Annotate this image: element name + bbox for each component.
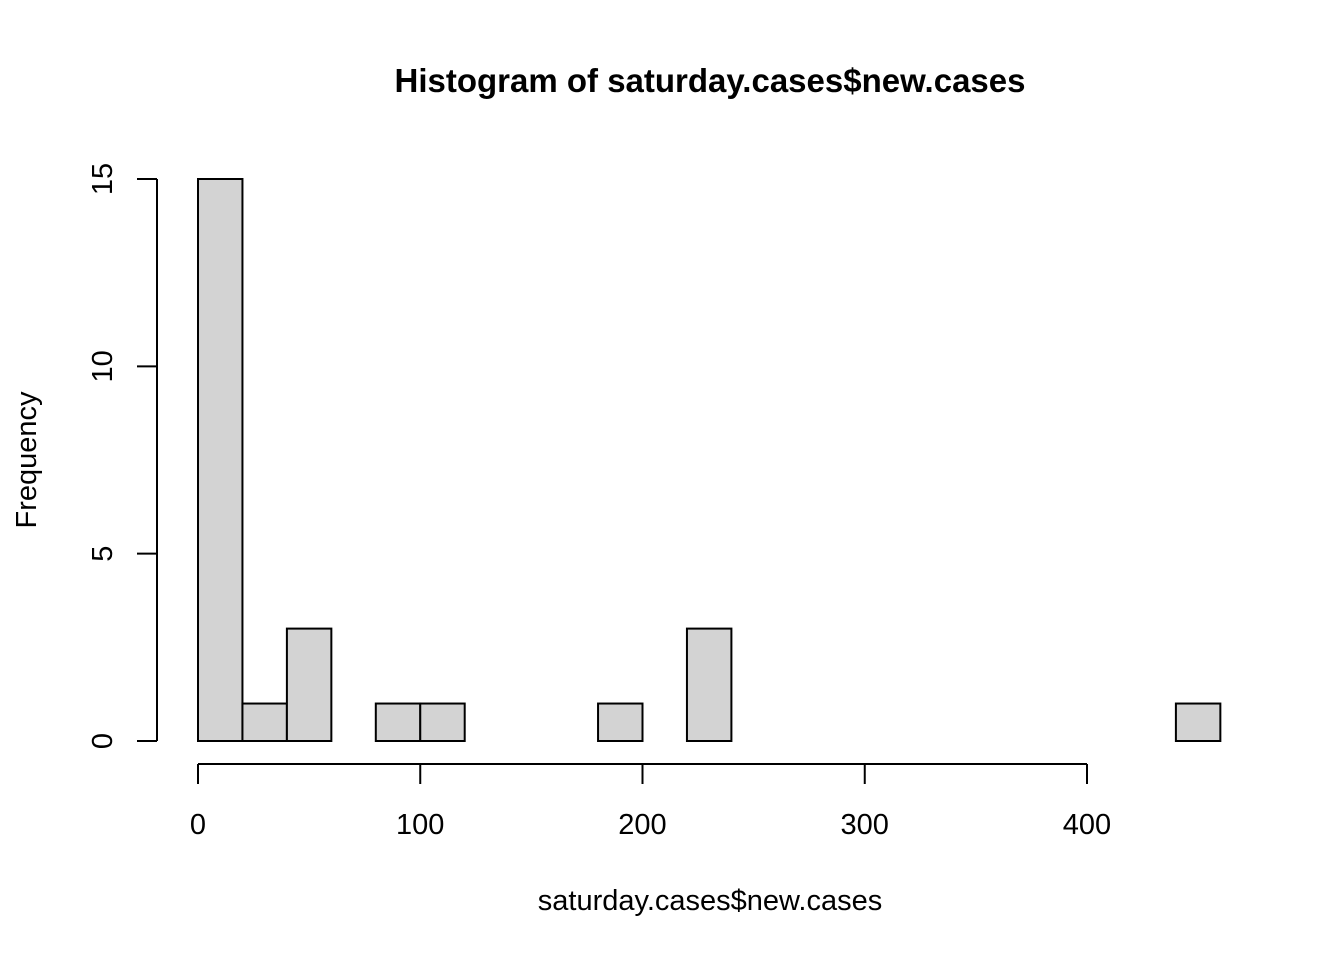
histogram-bar-100-120	[419, 702, 466, 742]
histogram-bar-220-240	[685, 627, 733, 742]
histogram-bar-0-20	[197, 178, 244, 742]
histogram-bar-40-60	[285, 627, 333, 742]
chart-title: Histogram of saturday.cases$new.cases	[395, 62, 1026, 99]
x-tick-label: 400	[1063, 809, 1111, 841]
y-tick-label: 10	[87, 350, 119, 382]
histogram-bars	[197, 178, 1222, 742]
x-tick-label: 200	[618, 809, 666, 841]
histogram-bar-440-460	[1174, 702, 1222, 742]
y-tick-label: 5	[87, 546, 119, 562]
y-axis: 0 5 10 15	[87, 163, 158, 749]
x-axis: 0 100 200 300 400	[190, 763, 1111, 841]
histogram-bar-20-40	[241, 702, 288, 742]
histogram-bar-80-100	[374, 702, 422, 742]
histogram-bar-180-200	[597, 702, 644, 742]
x-tick-label: 300	[841, 809, 889, 841]
x-axis-label: saturday.cases$new.cases	[538, 885, 882, 917]
y-tick-label: 15	[87, 163, 119, 195]
y-axis-label: Frequency	[11, 391, 43, 529]
y-tick-label: 0	[87, 733, 119, 749]
x-tick-label: 0	[190, 809, 206, 841]
x-tick-label: 100	[396, 809, 444, 841]
